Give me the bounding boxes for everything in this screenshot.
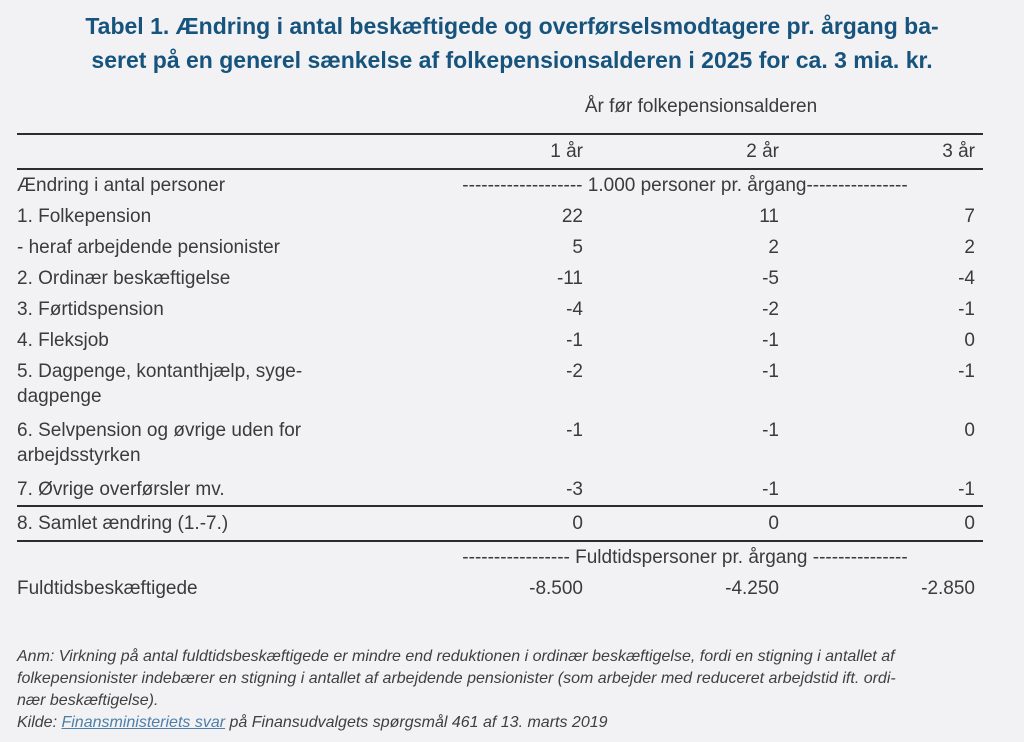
cell-value: -4 [566,299,583,320]
table-row: 4. Fleksjob -1 -1 0 [17,325,983,356]
cell-value: 0 [768,513,779,534]
footnote-anm-line1: Anm: Virkning på antal fuldtidsbeskæftig… [17,648,895,665]
group-header-spacer [17,95,395,119]
cell-value: -3 [566,479,583,500]
row-label: 1. Folkepension [17,206,152,227]
column-header-1: 1 år [550,141,583,162]
table-row-total: 8. Samlet ændring (1.-7.) 0 0 0 [17,507,983,540]
cell-value: 0 [964,513,975,534]
rule-below-header [17,168,983,170]
rule-above-total [17,505,983,507]
source-line: Kilde: Finansministeriets svar på Finans… [17,712,1007,734]
cell-value: -1 [958,361,975,382]
cell-value: -1 [958,299,975,320]
table-row: 1. Folkepension 22 11 7 [17,201,983,232]
cell-value: -2.850 [921,578,975,599]
row-label: 5. Dagpenge, kontanthjælp, syge-dagpenge [17,361,303,407]
table-row: - heraf arbejdende pensionister 5 2 2 [17,232,983,263]
cell-value: -5 [762,268,779,289]
row-label: 7. Øvrige overførsler mv. [17,479,225,500]
column-group-header-row: År før folkepensionsalderen [17,95,1007,119]
cell-value: 22 [561,206,583,227]
table-row: 7. Øvrige overførsler mv. -3 -1 -1 [17,474,983,505]
row-label: 3. Førtidspension [17,299,164,320]
row-label: 6. Selvpension og øvrige uden for arbejd… [17,420,302,466]
source-suffix: på Finansudvalgets spørgsmål 461 af 13. … [225,714,608,731]
cell-value: -8.500 [529,578,583,599]
cell-value: -2 [762,299,779,320]
footnote-anm-line2: folkepensionister indebærer en stigning … [17,670,896,687]
footnote-anm-line3: nær beskæftigelse). [17,692,159,709]
row-label: Fuldtidsbeskæftigede [17,578,198,599]
rule-below-total [17,540,983,542]
cell-value: 0 [964,420,975,441]
cell-value: 2 [768,237,779,258]
row-label: 4. Fleksjob [17,330,109,351]
table-title-line2: seret på en generel sænkelse af folkepen… [91,47,933,73]
column-header-3: 3 år [942,141,975,162]
cell-value: 7 [964,206,975,227]
cell-value: 11 [759,206,779,227]
table-row: 3. Førtidspension -4 -2 -1 [17,294,983,325]
table-row-fulltime: Fuldtidsbeskæftigede -8.500 -4.250 -2.85… [17,573,983,604]
cell-value: -1 [762,420,779,441]
unit-dashes: ------------------- 1.000 personer pr. å… [462,175,908,196]
cell-value: -1 [958,479,975,500]
row-label: Ændring i antal personer [17,175,226,196]
source-link[interactable]: Finansministeriets svar [61,714,226,731]
cell-value: -4 [958,268,975,289]
source-prefix: Kilde: [17,714,62,731]
column-header-row: 1 år 2 år 3 år [17,135,983,168]
table-row-unit-header: Ændring i antal personer ---------------… [17,170,983,201]
table-title-line1: Tabel 1. Ændring i antal beskæftigede og… [85,13,939,39]
cell-value: -1 [762,361,779,382]
cell-value: -2 [566,361,583,382]
rule-top [17,133,983,135]
cell-value: -1 [762,479,779,500]
footnote: Anm: Virkning på antal fuldtidsbeskæftig… [17,646,1007,734]
cell-value: -1 [566,330,583,351]
row-label: - heraf arbejdende pensionister [17,237,281,258]
row-label: 2. Ordinær beskæftigelse [17,268,231,289]
cell-value: 2 [964,237,975,258]
cell-value: 0 [964,330,975,351]
table-row: 5. Dagpenge, kontanthjælp, syge-dagpenge… [17,356,983,415]
table-row-unit-header-2: ----------------- Fuldtidspersoner pr. å… [17,542,983,573]
cell-value: -1 [762,330,779,351]
table-row: 6. Selvpension og øvrige uden for arbejd… [17,415,983,474]
table-title: Tabel 1. Ændring i antal beskæftigede og… [17,9,1007,77]
unit-dashes: ----------------- Fuldtidspersoner pr. å… [462,547,908,568]
cell-value: 0 [572,513,583,534]
column-group-header: År før folkepensionsalderen [584,96,818,117]
cell-value: 5 [572,237,583,258]
cell-value: -4.250 [725,578,779,599]
data-table: 1 år 2 år 3 år Ændring i antal personer … [17,133,983,604]
column-header-2: 2 år [746,141,779,162]
table-row: 2. Ordinær beskæftigelse -11 -5 -4 [17,263,983,294]
cell-value: -11 [556,268,583,289]
cell-value: -1 [566,420,583,441]
row-label: 8. Samlet ændring (1.-7.) [17,513,229,534]
